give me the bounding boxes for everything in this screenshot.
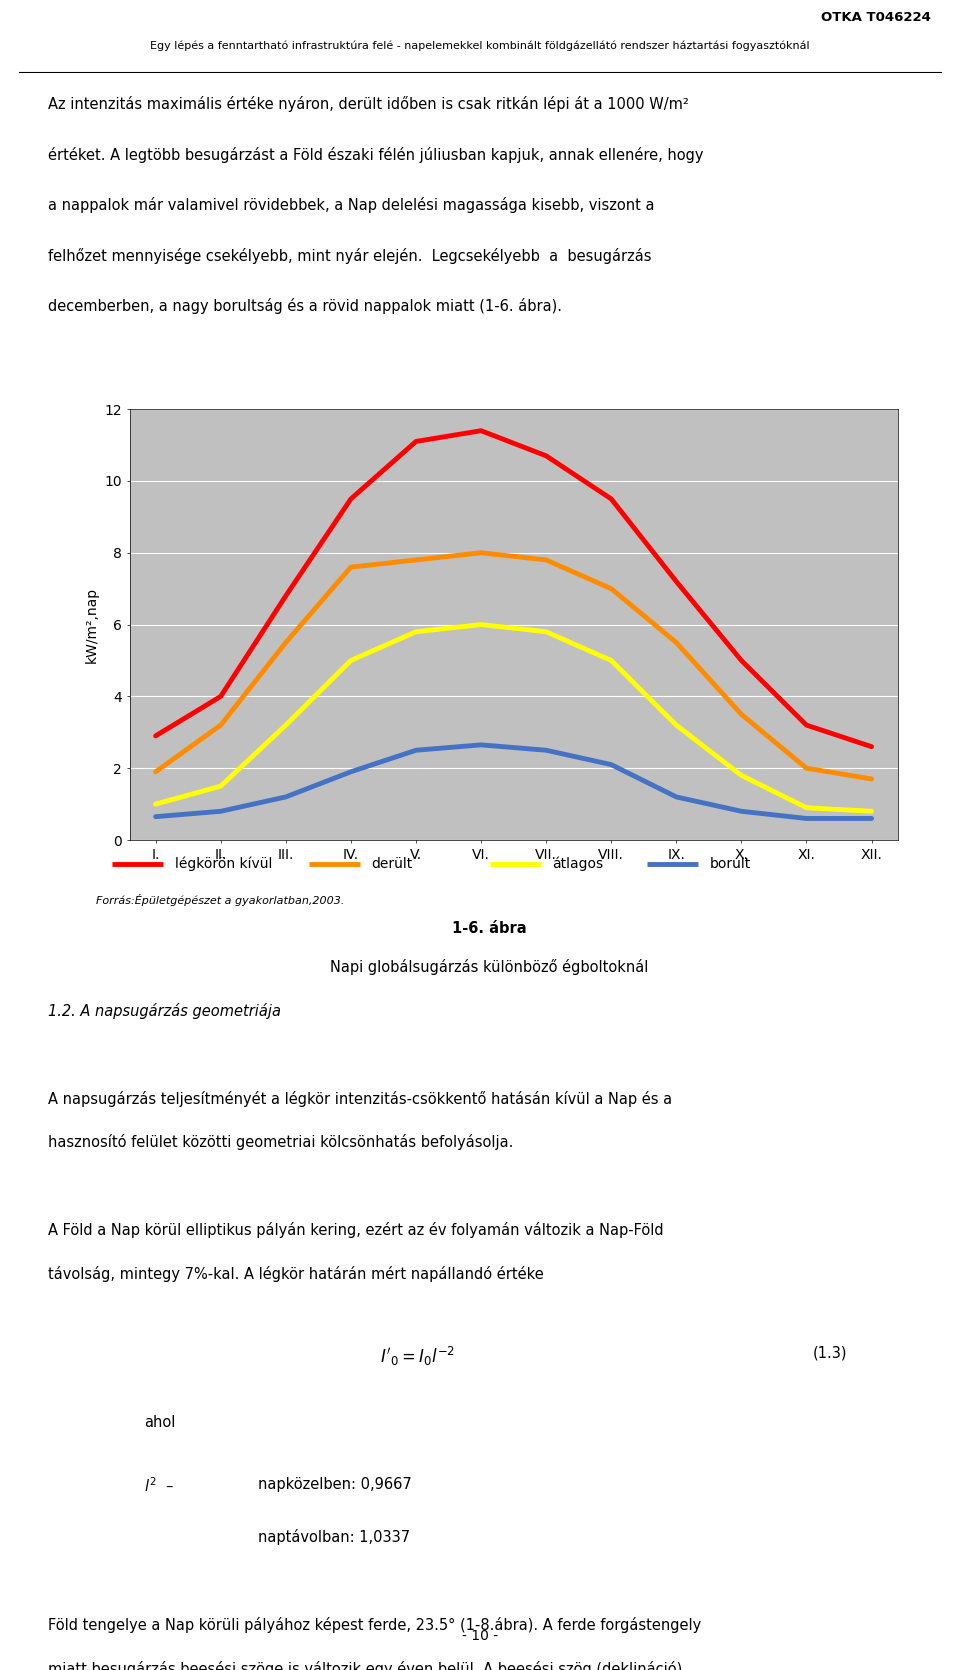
Text: derült: derült bbox=[372, 857, 413, 872]
Text: átlagos: átlagos bbox=[553, 857, 604, 872]
Text: A Föld a Nap körül elliptikus pályán kering, ezért az év folyamán változik a Nap: A Föld a Nap körül elliptikus pályán ker… bbox=[48, 1222, 663, 1237]
Text: Napi globálsugárzás különböző égboltoknál: Napi globálsugárzás különböző égboltokná… bbox=[330, 959, 649, 975]
Text: felhőzet mennyisége csekélyebb, mint nyár elején.  Legcsekélyebb  a  besugárzás: felhőzet mennyisége csekélyebb, mint nyá… bbox=[48, 247, 652, 264]
Text: napközelben: 0,9667: napközelben: 0,9667 bbox=[257, 1476, 412, 1491]
Y-axis label: kW/m²,nap: kW/m²,nap bbox=[84, 586, 99, 663]
Text: értéket. A legtöbb besugárzást a Föld északi félén júliusban kapjuk, annak ellen: értéket. A legtöbb besugárzást a Föld és… bbox=[48, 147, 704, 164]
Text: A napsugárzás teljesítményét a légkör intenzitás-csökkentő hatásán kívül a Nap é: A napsugárzás teljesítményét a légkör in… bbox=[48, 1091, 672, 1107]
Text: 1-6. ábra: 1-6. ábra bbox=[452, 922, 527, 937]
Text: $I'_0 = I_0 l^{-2}$: $I'_0 = I_0 l^{-2}$ bbox=[380, 1344, 455, 1368]
Text: légkörön kívül: légkörön kívül bbox=[175, 857, 272, 872]
Text: naptávolban: 1,0337: naptávolban: 1,0337 bbox=[257, 1530, 410, 1545]
Text: 1.2. A napsugárzás geometriája: 1.2. A napsugárzás geometriája bbox=[48, 1002, 281, 1019]
Text: Föld tengelye a Nap körüli pályához képest ferde, 23.5° (1-8.ábra). A ferde forg: Föld tengelye a Nap körüli pályához képe… bbox=[48, 1617, 701, 1633]
Text: (1.3): (1.3) bbox=[812, 1344, 847, 1359]
Text: OTKA T046224: OTKA T046224 bbox=[822, 12, 931, 23]
Text: $l^{2}$  –: $l^{2}$ – bbox=[144, 1476, 174, 1495]
Text: hasznosító felület közötti geometriai kölcsönhatás befolyásolja.: hasznosító felület közötti geometriai kö… bbox=[48, 1134, 514, 1151]
Text: a nappalok már valamivel rövidebbek, a Nap delelési magassága kisebb, viszont a: a nappalok már valamivel rövidebbek, a N… bbox=[48, 197, 655, 214]
Text: - 10 -: - 10 - bbox=[462, 1628, 498, 1643]
Text: decemberben, a nagy borultság és a rövid nappalok miatt (1-6. ábra).: decemberben, a nagy borultság és a rövid… bbox=[48, 299, 562, 314]
Text: Forrás:Épületgépészet a gyakorlatban,2003.: Forrás:Épületgépészet a gyakorlatban,200… bbox=[96, 895, 345, 907]
Text: Az intenzitás maximális értéke nyáron, derült időben is csak ritkán lépi át a 10: Az intenzitás maximális értéke nyáron, d… bbox=[48, 97, 689, 112]
Text: Egy lépés a fenntartható infrastruktúra felé - napelemekkel kombinált földgázell: Egy lépés a fenntartható infrastruktúra … bbox=[150, 40, 810, 50]
Text: ahol: ahol bbox=[144, 1416, 176, 1430]
Text: miatt besugárzás beesési szöge is változik egy éven belül. A beesési szög (dekli: miatt besugárzás beesési szöge is változ… bbox=[48, 1662, 683, 1670]
Text: távolság, mintegy 7%-kal. A légkör határán mért napállandó értéke: távolság, mintegy 7%-kal. A légkör határ… bbox=[48, 1266, 543, 1283]
Text: borult: borult bbox=[710, 857, 752, 872]
